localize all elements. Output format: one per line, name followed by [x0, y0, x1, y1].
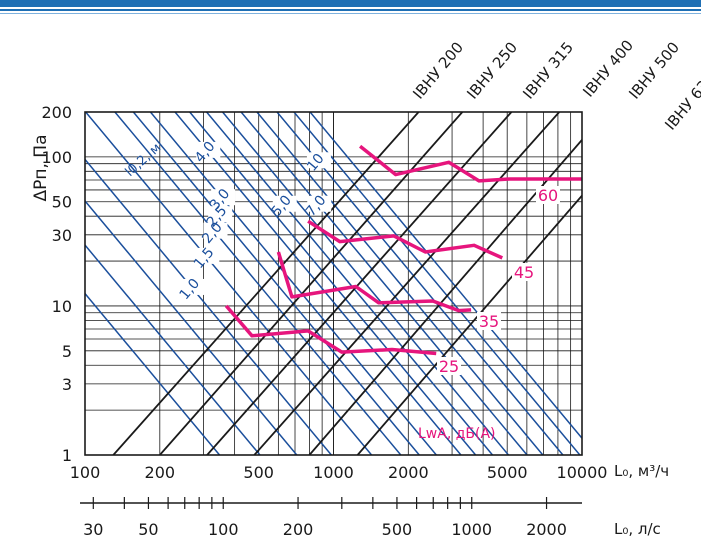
noise-label: 45	[512, 263, 536, 282]
throw-line	[85, 243, 261, 455]
label-bg	[536, 186, 560, 204]
y-tick-label: 30	[52, 226, 72, 245]
x2-tick-label: 500	[382, 520, 413, 539]
x2-axis-label: L₀, л/с	[614, 520, 661, 538]
x-tick-label: 2000	[388, 463, 429, 482]
label-bg	[306, 152, 331, 169]
throw-line	[132, 112, 420, 455]
model-label: IBHУ 250	[463, 38, 521, 102]
noise-label: 35	[477, 312, 501, 331]
model-line	[112, 112, 420, 455]
header-stripes	[0, 0, 701, 16]
x-tick-label: 5000	[487, 463, 528, 482]
throw-line	[206, 112, 494, 455]
noise-lines	[224, 144, 582, 356]
label-bg	[195, 247, 220, 264]
x2-tick-label: 50	[138, 520, 158, 539]
y-tick-label: 5	[62, 342, 72, 361]
x2-tick-label: 200	[283, 520, 314, 539]
throw-line	[276, 112, 564, 455]
noise-label-text: 25	[439, 357, 459, 376]
throw-line	[293, 112, 581, 455]
throw-line	[149, 112, 437, 455]
x-tick-label: 500	[243, 463, 274, 482]
x-tick-label: 200	[145, 463, 176, 482]
noise-line	[276, 251, 472, 313]
throw-line	[85, 112, 373, 455]
throw-lines	[85, 112, 582, 455]
model-line	[356, 194, 582, 455]
y-tick-label: 100	[41, 148, 72, 167]
y-tick-label: 1	[62, 446, 72, 465]
noise-label-text: 35	[479, 312, 499, 331]
throw-line	[85, 292, 221, 455]
x-tick-label: 1000	[313, 463, 354, 482]
model-label: IBHУ 315	[519, 38, 577, 102]
model-label: IBHУ 630	[661, 69, 701, 133]
y-tick-label: 50	[52, 193, 72, 212]
x2-tick-label: 100	[208, 520, 239, 539]
noise-title: LwA, дБ(A)	[418, 426, 496, 442]
label-bg	[211, 189, 236, 206]
label-bg	[196, 141, 221, 158]
y-axis-label: ΔPп, Па	[31, 134, 51, 201]
label-bg	[512, 263, 536, 281]
label-bg	[272, 195, 297, 212]
throw-line	[256, 112, 544, 455]
throw-label: 4,0	[192, 139, 221, 166]
x-axis-label: L₀, м³/ч	[614, 462, 669, 480]
throw-line	[85, 199, 298, 455]
throw-line	[189, 112, 477, 455]
y-tick-label: 10	[52, 297, 72, 316]
noise-label: 60	[536, 186, 560, 205]
noise-line	[224, 304, 437, 356]
label-bg	[203, 222, 228, 239]
noise-line	[307, 219, 504, 260]
noise-label-text: 45	[514, 263, 534, 282]
noise-label: 25	[437, 357, 461, 376]
throw-line	[174, 112, 462, 455]
x-tick-label: 100	[70, 463, 101, 482]
noise-line	[359, 144, 582, 183]
x-tick-label: 10000	[557, 463, 608, 482]
throw-line	[221, 112, 510, 455]
label-bg	[208, 206, 233, 223]
throw-line	[114, 112, 402, 455]
label-bg	[437, 357, 461, 375]
x2-tick-label: 30	[83, 520, 103, 539]
y-tick-label: 3	[62, 375, 72, 394]
y-tick-label: 200	[41, 103, 72, 122]
label-bg	[307, 195, 332, 212]
label-bg	[477, 312, 501, 330]
x2-tick-label: 2000	[526, 520, 567, 539]
noise-label-text: 60	[538, 186, 558, 205]
model-line	[253, 112, 560, 455]
throw-line	[240, 112, 528, 455]
throw-line	[309, 112, 582, 440]
x2-tick-label: 1000	[451, 520, 492, 539]
label-bg	[180, 278, 205, 295]
plot-frame	[84, 111, 583, 456]
model-label: IBHУ 200	[409, 38, 467, 102]
